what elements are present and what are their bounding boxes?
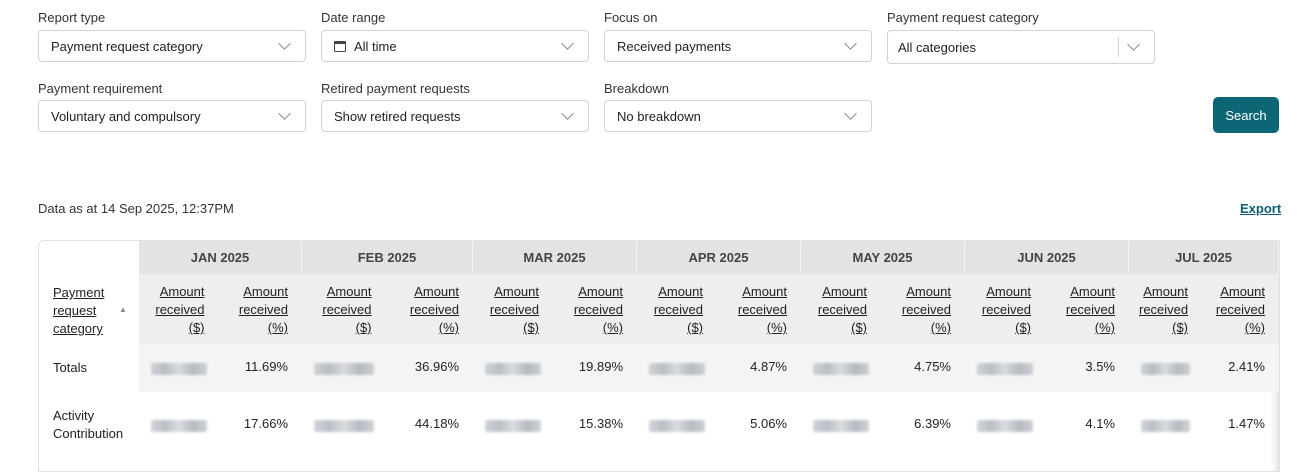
column-header-amount-pct[interactable]: Amount received (%) [737,284,787,335]
redacted-amount [977,420,1033,432]
amount-pct-cell: 6.39% [914,416,951,431]
chevron-down-icon [1127,38,1140,51]
column-header-amount-dollar[interactable]: Amount received ($) [981,284,1031,335]
date-range-label: Date range [321,10,386,25]
amount-pct-cell: 17.66% [243,416,288,431]
column-header-amount-dollar[interactable]: Amount received ($) [489,284,539,335]
column-header-amount-dollar[interactable]: Amount received ($) [817,284,867,335]
month-header: MAR 2025 [473,241,637,274]
redacted-amount [485,363,541,375]
amount-pct-cell: 3.5% [1085,359,1115,374]
redacted-amount [151,363,207,375]
payment-request-category-select[interactable]: All categories [887,30,1155,64]
amount-pct-cell: 15.38% [578,416,623,431]
redacted-amount [151,420,207,432]
redacted-amount [977,363,1033,375]
column-header-amount-dollar[interactable]: Amount received ($) [653,284,703,335]
column-header-amount-dollar[interactable]: Amount received ($) [155,284,205,335]
amount-pct-cell: 2.41% [1228,359,1265,374]
amount-pct-cell: 4.87% [750,359,787,374]
search-button[interactable]: Search [1213,97,1279,133]
redacted-amount [649,363,705,375]
date-range-value: All time [354,38,397,54]
month-header: FEB 2025 [302,241,473,274]
month-header: JAN 2025 [139,241,302,274]
chevron-down-icon [278,107,291,120]
amount-pct-cell: 1.47% [1228,416,1265,431]
retired-payment-requests-select[interactable]: Show retired requests [321,100,589,132]
breakdown-select[interactable]: No breakdown [604,100,872,132]
redacted-amount [1141,420,1190,432]
amount-pct-cell: 36.96% [414,359,459,374]
amount-pct-cell: 44.18% [414,416,459,431]
redacted-amount [1141,363,1190,375]
column-header-amount-pct[interactable]: Amount received (%) [238,284,288,335]
select-divider [1118,37,1119,57]
payment-requirement-label: Payment requirement [38,81,163,96]
redacted-amount [649,420,705,432]
payment-request-category-label: Payment request category [887,10,1039,25]
amount-pct-cell: 5.06% [750,416,787,431]
payment-requirement-select[interactable]: Voluntary and compulsory [38,100,306,132]
payment-request-category-header[interactable]: Payment request category [53,285,105,336]
focus-on-value: Received payments [617,38,732,54]
chevron-down-icon [844,107,857,120]
chevron-down-icon [561,107,574,120]
retired-payment-requests-value: Show retired requests [334,108,461,124]
report-table: Payment request category ▲︎ JAN 2025 Amou… [38,240,1280,472]
chevron-down-icon [278,37,291,50]
redacted-amount [314,363,374,375]
column-header-amount-pct[interactable]: Amount received (%) [1215,284,1265,335]
column-header-amount-pct[interactable]: Amount received (%) [573,284,623,335]
month-header: APR 2025 [637,241,801,274]
payment-requirement-value: Voluntary and compulsory [51,108,201,124]
row-label-activity-contribution: Activity Contribution [53,408,124,441]
column-header-amount-pct[interactable]: Amount received (%) [901,284,951,335]
redacted-amount [813,420,869,432]
chevron-down-icon [561,37,574,50]
column-header-band [139,274,1279,344]
amount-pct-cell: 4.1% [1085,416,1115,431]
sort-icon[interactable]: ▲︎ [119,305,127,314]
report-type-value: Payment request category [51,38,203,54]
month-header: JUL 2025 [1129,241,1279,274]
report-type-select[interactable]: Payment request category [38,30,306,62]
month-header: MAY 2025 [801,241,965,274]
column-header-amount-dollar[interactable]: Amount received ($) [322,284,372,335]
focus-on-select[interactable]: Received payments [604,30,872,62]
month-header: JUN 2025 [965,241,1129,274]
chevron-down-icon [844,37,857,50]
date-range-select[interactable]: All time [321,30,589,62]
report-type-label: Report type [38,10,106,25]
amount-pct-cell: 4.75% [914,359,951,374]
column-header-amount-pct[interactable]: Amount received (%) [1065,284,1115,335]
calendar-icon [334,40,346,52]
amount-pct-cell: 11.69% [244,359,288,374]
breakdown-value: No breakdown [617,108,701,124]
row-label-totals: Totals [53,360,87,375]
redacted-amount [813,363,869,375]
breakdown-label: Breakdown [604,81,670,96]
column-header-amount-pct[interactable]: Amount received (%) [409,284,459,335]
payment-request-category-value: All categories [898,39,977,55]
redacted-amount [485,420,541,432]
export-link[interactable]: Export [1240,201,1282,216]
column-header-amount-dollar[interactable]: Amount received ($) [1139,284,1189,335]
retired-payment-requests-label: Retired payment requests [321,81,470,96]
amount-pct-cell: 19.89% [578,359,623,374]
redacted-amount [314,420,374,432]
data-as-at-text: Data as at 14 Sep 2025, 12:37PM [38,201,234,216]
focus-on-label: Focus on [604,10,658,25]
first-column [39,241,139,471]
